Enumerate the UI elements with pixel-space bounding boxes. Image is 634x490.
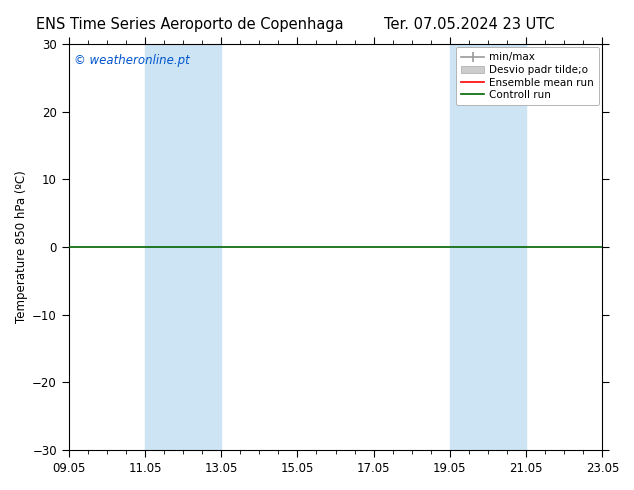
Text: © weatheronline.pt: © weatheronline.pt — [74, 54, 190, 67]
Bar — [145, 44, 221, 450]
Title: ENS Time Series Aeroporto de Copenhaga      Ter. 07.05.2024 23 UTC: ENS Time Series Aeroporto de Copenhaga T… — [0, 489, 1, 490]
Text: ENS Time Series Aeroporto de Copenhaga: ENS Time Series Aeroporto de Copenhaga — [36, 17, 344, 32]
Text: Ter. 07.05.2024 23 UTC: Ter. 07.05.2024 23 UTC — [384, 17, 555, 32]
Y-axis label: Temperature 850 hPa (ºC): Temperature 850 hPa (ºC) — [15, 171, 28, 323]
Legend: min/max, Desvio padr tilde;o, Ensemble mean run, Controll run: min/max, Desvio padr tilde;o, Ensemble m… — [456, 47, 599, 105]
Bar — [450, 44, 526, 450]
